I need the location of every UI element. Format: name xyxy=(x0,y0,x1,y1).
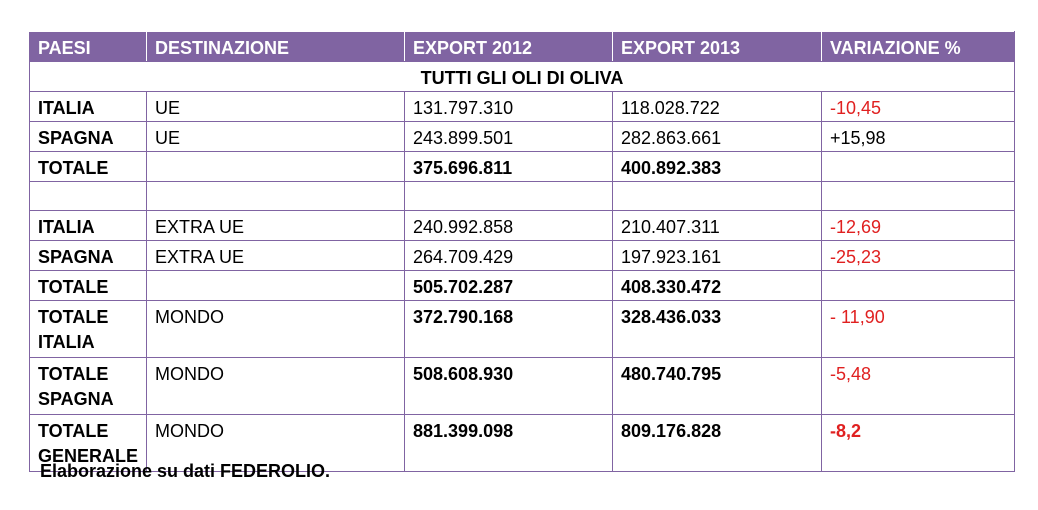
cell-export-2013: 197.923.161 xyxy=(612,240,823,271)
cell-paese: ITALIA xyxy=(28,91,148,122)
cell-paese: ITALIA xyxy=(28,210,148,241)
cell-destinazione: EXTRA UE xyxy=(146,240,406,271)
table-row: TOTALE GENERALE MONDO 881.399.098 809.176… xyxy=(28,414,1016,472)
cell-destinazione: UE xyxy=(146,121,406,152)
cell-export-2012: 508.608.930 xyxy=(404,357,614,415)
cell-paese: TOTALE ITALIA xyxy=(28,300,148,358)
cell-export-2013: 118.028.722 xyxy=(612,91,823,122)
cell-export-2012: 372.790.168 xyxy=(404,300,614,358)
header-destinazione: DESTINAZIONE xyxy=(146,31,406,62)
header-export-2012: EXPORT 2012 xyxy=(404,31,614,62)
cell-variazione: -5,48 xyxy=(821,357,1016,415)
table-row: SPAGNA UE 243.899.501 282.863.661 +15,98 xyxy=(28,121,1016,152)
cell-paese: TOTALE xyxy=(28,151,148,182)
cell-paese: SPAGNA xyxy=(28,240,148,271)
table-row: TOTALE 375.696.811 400.892.383 xyxy=(28,151,1016,182)
cell-paese: TOTALE SPAGNA xyxy=(28,357,148,415)
cell-export-2013: 400.892.383 xyxy=(612,151,823,182)
cell-variazione xyxy=(821,270,1016,301)
cell-paese-line2: GENERALE xyxy=(38,446,139,466)
cell-export-2012: 375.696.811 xyxy=(404,151,614,182)
cell-variazione: -12,69 xyxy=(821,210,1016,241)
header-row: PAESI DESTINAZIONE EXPORT 2012 EXPORT 20… xyxy=(28,31,1016,62)
cell-export-2012: 264.709.429 xyxy=(404,240,614,271)
cell-destinazione: EXTRA UE xyxy=(146,210,406,241)
cell-paese: SPAGNA xyxy=(28,121,148,152)
group-title-row: TUTTI GLI OLI DI OLIVA xyxy=(28,61,1016,92)
cell-paese: TOTALE GENERALE xyxy=(28,414,148,472)
cell-variazione: - 11,90 xyxy=(821,300,1016,358)
cell-export-2012: 243.899.501 xyxy=(404,121,614,152)
cell-export-2013: 328.436.033 xyxy=(612,300,823,358)
table-row: ITALIA EXTRA UE 240.992.858 210.407.311 … xyxy=(28,210,1016,241)
cell-destinazione: MONDO xyxy=(146,357,406,415)
cell-variazione: -8,2 xyxy=(821,414,1016,472)
cell-paese: TOTALE xyxy=(28,270,148,301)
header-variazione: VARIAZIONE % xyxy=(821,31,1016,62)
cell-destinazione: UE xyxy=(146,91,406,122)
table-row: TOTALE ITALIA MONDO 372.790.168 328.436.0… xyxy=(28,300,1016,358)
cell-export-2013: 480.740.795 xyxy=(612,357,823,415)
cell-export-2013: 809.176.828 xyxy=(612,414,823,472)
cell-paese-line1: TOTALE xyxy=(38,307,109,327)
cell-variazione xyxy=(821,151,1016,182)
cell-destinazione xyxy=(146,181,406,211)
cell-paese-line1: TOTALE xyxy=(38,364,109,384)
cell-export-2012 xyxy=(404,181,614,211)
cell-destinazione xyxy=(146,270,406,301)
cell-destinazione xyxy=(146,151,406,182)
cell-paese-line2: ITALIA xyxy=(38,332,95,352)
cell-destinazione: MONDO xyxy=(146,300,406,358)
group-title: TUTTI GLI OLI DI OLIVA xyxy=(28,61,1016,92)
header-paesi: PAESI xyxy=(28,31,148,62)
cell-export-2012: 505.702.287 xyxy=(404,270,614,301)
cell-variazione: -25,23 xyxy=(821,240,1016,271)
table-row: ITALIA UE 131.797.310 118.028.722 -10,45 xyxy=(28,91,1016,122)
table-row: TOTALE 505.702.287 408.330.472 xyxy=(28,270,1016,301)
cell-export-2012: 881.399.098 xyxy=(404,414,614,472)
cell-export-2013: 282.863.661 xyxy=(612,121,823,152)
cell-export-2013: 408.330.472 xyxy=(612,270,823,301)
table-row: SPAGNA EXTRA UE 264.709.429 197.923.161 … xyxy=(28,240,1016,271)
cell-paese-line1: TOTALE xyxy=(38,421,109,441)
cell-variazione: +15,98 xyxy=(821,121,1016,152)
cell-variazione xyxy=(821,181,1016,211)
export-table: PAESI DESTINAZIONE EXPORT 2012 EXPORT 20… xyxy=(28,31,1016,472)
source-note: Elaborazione su dati FEDEROLIO. xyxy=(40,461,331,481)
export-table-container: PAESI DESTINAZIONE EXPORT 2012 EXPORT 20… xyxy=(28,31,1016,472)
cell-export-2012: 131.797.310 xyxy=(404,91,614,122)
cell-destinazione: MONDO xyxy=(146,414,406,472)
cell-paese xyxy=(28,181,148,211)
table-row: TOTALE SPAGNA MONDO 508.608.930 480.740.7… xyxy=(28,357,1016,415)
cell-paese-line2: SPAGNA xyxy=(38,389,114,409)
cell-variazione: -10,45 xyxy=(821,91,1016,122)
cell-export-2013 xyxy=(612,181,823,211)
table-row-empty xyxy=(28,181,1016,211)
header-export-2013: EXPORT 2013 xyxy=(612,31,823,62)
cell-export-2013: 210.407.311 xyxy=(612,210,823,241)
cell-export-2012: 240.992.858 xyxy=(404,210,614,241)
